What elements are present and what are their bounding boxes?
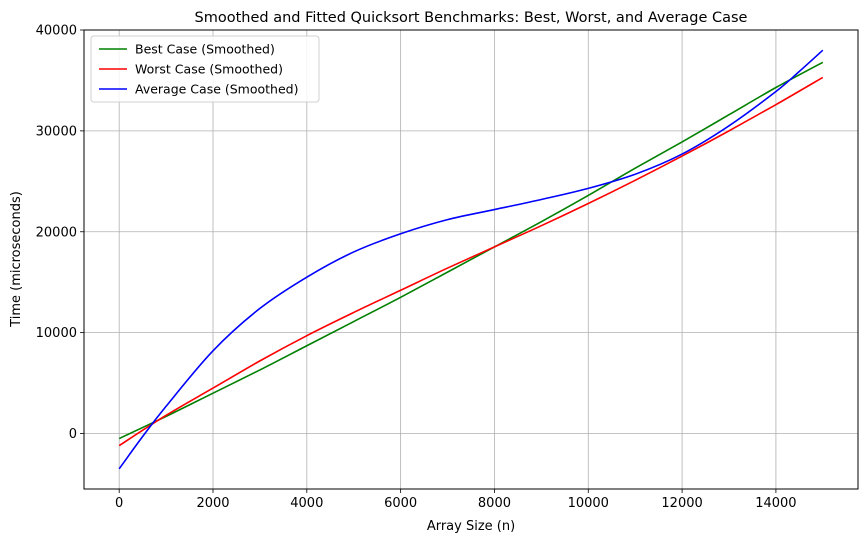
- legend-label: Worst Case (Smoothed): [135, 62, 283, 77]
- series-line-1: [118, 61, 824, 440]
- x-tick-label: 6000: [384, 496, 417, 511]
- plot-frame: [83, 29, 859, 490]
- x-tick-label: 4000: [290, 496, 323, 511]
- series-line-2: [118, 76, 824, 447]
- x-axis-ticks: 0 2000 4000 6000 8000 10000 12000 14000: [115, 489, 797, 511]
- y-tick-label: 10000: [36, 326, 77, 341]
- y-tick-label: 0: [69, 427, 77, 442]
- legend-label: Best Case (Smoothed): [135, 42, 275, 57]
- legend: Best Case (Smoothed) Worst Case (Smoothed…: [90, 35, 320, 103]
- x-tick-label: 14000: [755, 496, 796, 511]
- x-axis-label: Array Size (n): [427, 519, 515, 534]
- x-tick-label: 12000: [661, 496, 702, 511]
- x-tick-label: 2000: [196, 496, 229, 511]
- legend-label: Average Case (Smoothed): [135, 82, 298, 97]
- series-lines: [118, 49, 824, 470]
- y-tick-label: 40000: [36, 24, 77, 39]
- y-axis-label: Time (microseconds): [9, 191, 24, 328]
- y-axis-ticks: 0 10000 20000 30000 40000: [36, 24, 84, 442]
- x-tick-label: 0: [115, 496, 123, 511]
- x-tick-label: 8000: [478, 496, 511, 511]
- y-tick-label: 30000: [36, 124, 77, 139]
- chart-title: Smoothed and Fitted Quicksort Benchmarks…: [195, 10, 748, 26]
- legend-box: [90, 35, 320, 103]
- y-tick-label: 20000: [36, 225, 77, 240]
- series-line-3: [118, 49, 824, 470]
- x-tick-label: 10000: [568, 496, 609, 511]
